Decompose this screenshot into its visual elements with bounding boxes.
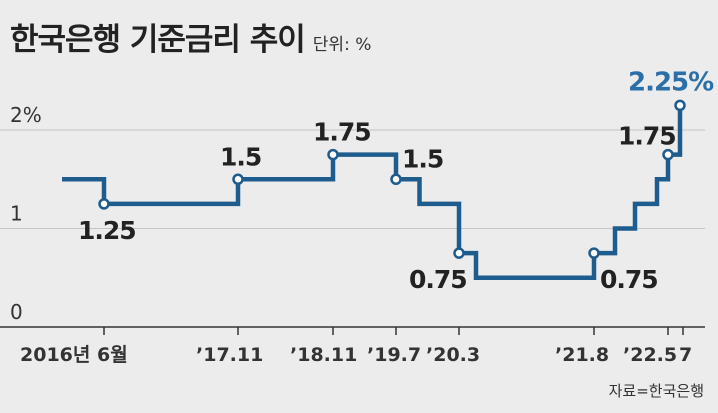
data-label: 1.25 [78, 216, 136, 245]
rate-series-line [62, 103, 683, 280]
data-label: 1.75 [618, 122, 676, 151]
data-label: 1.5 [220, 142, 261, 171]
data-point-marker [453, 247, 465, 259]
data-point-marker [674, 99, 686, 112]
x-tick-label: 7 [679, 344, 692, 366]
data-point-marker [662, 148, 674, 161]
chart-title: 한국은행 기준금리 추이 [10, 22, 306, 58]
data-point-marker [327, 148, 339, 161]
data-point-marker [232, 173, 244, 185]
data-label: 1.5 [402, 144, 443, 173]
y-tick-label: 0 [10, 300, 23, 324]
x-tick-label: ’20.3 [426, 344, 480, 366]
data-point-marker [588, 247, 600, 259]
data-label: 2.25% [628, 67, 714, 97]
data-label: 0.75 [409, 265, 467, 294]
x-tick-label: ’18.11 [290, 344, 357, 366]
header: 한국은행 기준금리 추이 단위: % [10, 14, 371, 59]
source-note: 자료=한국은행 [608, 382, 704, 400]
data-label: 0.75 [600, 265, 658, 294]
x-tick-label: 2016년 6월 [20, 344, 128, 366]
data-label: 1.75 [313, 118, 371, 147]
x-tick-label: ’22.5 [623, 344, 677, 366]
y-tick-label: 1 [10, 202, 23, 226]
data-point-marker [390, 173, 402, 185]
x-tick-label: ’17.11 [196, 344, 263, 366]
y-tick-label: 2% [10, 103, 42, 127]
x-tick-label: ’19.7 [367, 344, 421, 366]
x-tick-label: ’21.8 [555, 344, 609, 366]
data-point-marker [98, 198, 110, 210]
unit-label: 단위: % [312, 35, 372, 55]
